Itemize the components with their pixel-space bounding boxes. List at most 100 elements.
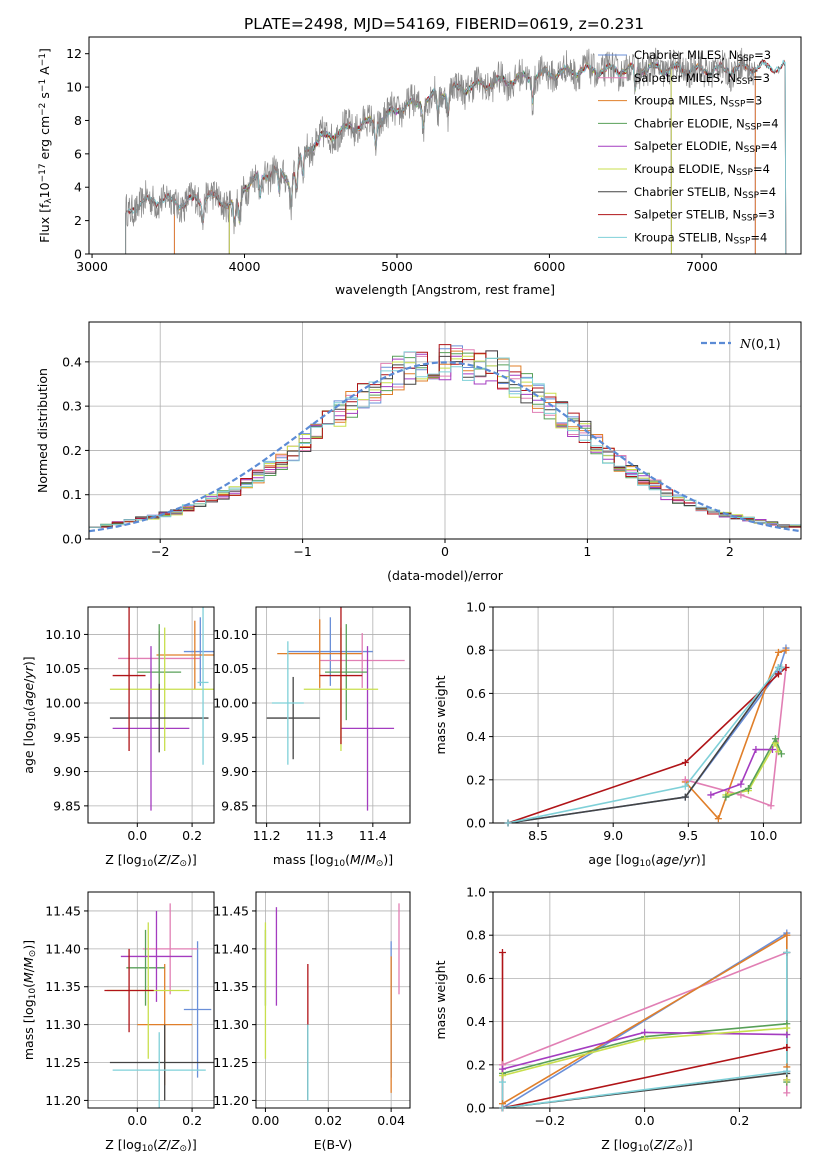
y-tick-label: 9.85 [53,798,81,813]
label-part: yr [682,852,696,867]
label-part: Salpeter ELODIE, N [634,139,744,153]
y-tick-label: 0.2 [466,772,486,787]
y-axis-label: Normed distribution [35,368,50,493]
axes-residuals: −2 −1 0 1 2 0.0 0.1 0.2 0.3 0.4 N(0,1) (data-model)… [35,321,802,583]
label-part: / [167,852,172,867]
weight-marker-sal_elodie [783,1031,791,1039]
y-tick-label: 8 [74,113,82,128]
x-tick-label: −1 [293,544,311,559]
label-part: age [log [21,722,36,773]
legend-label-sal_miles: Salpeter MILES, NSSP=3 [634,71,770,87]
plot-area [125,47,787,254]
label-part: ⊙ [28,950,38,958]
weight-marker-kro_elodie [641,1035,649,1043]
label-part: 10 [28,711,38,723]
label-part: age [656,852,680,867]
axes-age_vs_mass: 11.2 11.3 11.4 9.85 9.90 9.95 10.00 10.05 10.10 m… [213,606,411,869]
weight-marker-kro_miles [774,648,782,656]
weight-marker-kro_stelib [498,1104,506,1112]
weight-marker-sal_miles [737,791,745,799]
y-tick-label: 10.10 [45,627,81,642]
x-tick-label: 0.2 [729,1113,749,1128]
label-part: )] [383,852,393,867]
histogram-cha_stelib [89,350,801,528]
weight-marker-kro_miles [783,931,791,939]
label-part: )] [187,1137,197,1152]
label-part: Kroupa MILES, N [634,94,729,108]
weight-marker-kro_miles [714,815,722,823]
x-tick-label: 10.0 [750,828,778,843]
y-tick-label: 9.95 [221,730,249,745]
weight-line-sal_stelib [501,952,787,1108]
x-tick-label: 0.0 [635,1113,655,1128]
x-tick-label: 11.3 [306,828,334,843]
x-tick-label: 9.5 [678,828,698,843]
weight-line-cha_stelib [507,666,782,823]
legend-label-kro_stelib: Kroupa STELIB, NSSP=4 [634,230,767,246]
legend-label-kro_miles: Kroupa MILES, NSSP=3 [634,94,762,110]
y-tick-label: 10.05 [45,661,81,676]
y-tick-label: 10.00 [213,696,249,711]
y-tick-label: 6 [74,146,82,161]
weight-marker-kro_stelib [498,1078,506,1086]
x-tick-label: 0.04 [377,1113,405,1128]
axes-weight_vs_age: 8.5 9.0 9.5 10.0 0.0 0.2 0.4 0.6 0.8 1.0 age [log1… [433,600,802,869]
label-part: erg cm [37,116,52,164]
x-tick-label: 11.4 [359,828,387,843]
label-part: SSP [741,214,758,224]
label-part: Kroupa STELIB, N [634,230,734,244]
y-tick-label: 0.0 [466,1101,486,1116]
weight-line-sal_elodie [710,748,773,796]
weight-marker-sal_miles [783,1089,791,1097]
model-spectrum-kro_stelib [125,59,787,254]
x-tick-label: 0 [441,544,449,559]
label-part: 10 [142,859,154,869]
label-part: ⊙ [179,859,187,869]
x-tick-label: 0.00 [252,1113,280,1128]
x-tick-label: 3000 [76,259,108,274]
label-part: SSP [742,191,759,201]
label-part: 10 [142,1144,154,1154]
weight-marker-sal_elodie [498,1065,506,1073]
x-tick-label: 5000 [381,259,413,274]
weight-marker-kro_stelib [777,663,785,671]
y-axis-label: age [log10(age/yr)] [21,656,38,773]
y-axis-label: mass weight [433,675,448,754]
x-tick-label: −0.2 [535,1113,565,1128]
weight-marker-kro_stelib [783,1067,791,1075]
label-part: )] [696,852,706,867]
label-part: s [37,92,52,103]
label-part: SSP [744,145,761,155]
y-tick-label: 4 [74,180,82,195]
axes-frame [255,606,411,824]
weight-marker-sal_miles [681,776,689,784]
label-part: 10 [28,988,38,1000]
y-axis-label: mass weight [433,960,448,1039]
y-tick-label: 11.25 [213,1055,249,1070]
label-part: λ [44,198,54,204]
normal-curve [89,361,801,533]
label-part: Z [log [105,1137,141,1152]
plot-area [266,607,405,811]
label-part: ( [153,1137,158,1152]
x-tick-label: 11.2 [253,828,281,843]
y-tick-label: 11.30 [213,1017,249,1032]
y-tick-label: 0.4 [62,354,82,369]
axes-frame [255,891,411,1109]
y-tick-label: 0.6 [466,971,486,986]
y-tick-label: 10.05 [213,661,249,676]
weight-marker-kro_elodie [783,1024,791,1032]
y-tick-label: 11.45 [45,903,81,918]
label-part: Z [653,1137,663,1152]
label-part: =4 [750,230,767,244]
x-axis-label: mass [log10(M/M⊙)] [273,852,393,869]
label-part: ⊙ [675,1144,683,1154]
label-part: 10 [334,859,346,869]
y-tick-label: 0.1 [62,487,82,502]
label-part: mass [log [21,999,36,1060]
y-tick-label: 1.0 [466,885,486,900]
figure-title: PLATE=2498, MJD=54169, FIBERID=0619, z=0… [244,15,644,33]
weight-marker-kro_elodie [783,1076,791,1084]
label-part: 10 [37,182,52,198]
weight-marker-cha_elodie [744,784,752,792]
